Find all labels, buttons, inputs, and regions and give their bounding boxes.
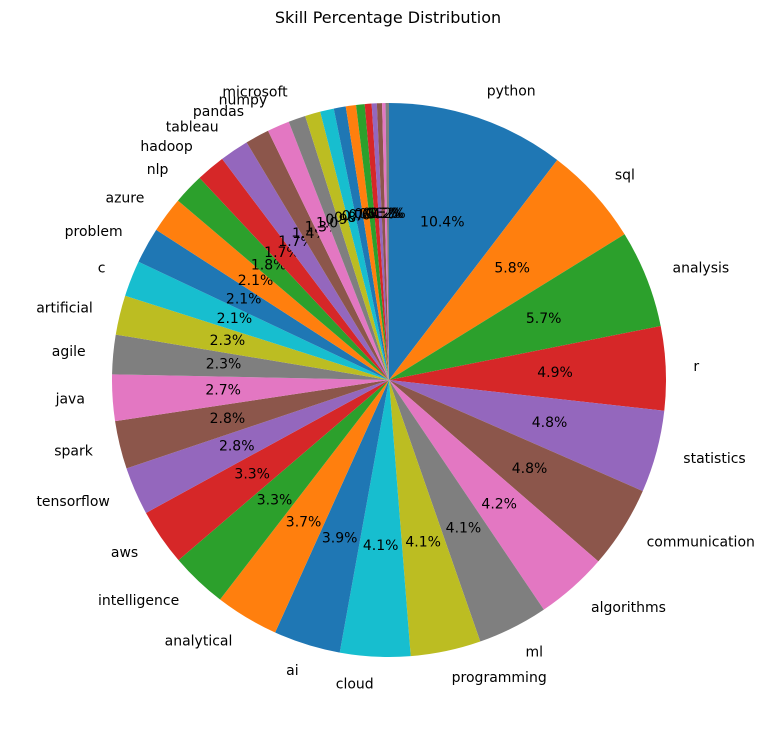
slice-category-label: tensorflow bbox=[36, 494, 109, 510]
slice-percent-label: 0.3% bbox=[365, 206, 401, 222]
chart-title: Skill Percentage Distribution bbox=[274, 8, 502, 27]
pie-slice bbox=[138, 229, 389, 380]
pie-slice bbox=[112, 334, 390, 380]
slice-category-label: analytical bbox=[165, 633, 233, 649]
slice-category-label: cloud bbox=[336, 676, 374, 692]
slice-percent-label: 4.2% bbox=[481, 496, 517, 512]
pie-slice bbox=[199, 158, 389, 380]
slice-category-label: aws bbox=[111, 545, 138, 561]
slice-percent-label: 4.8% bbox=[512, 461, 548, 477]
pie-slice bbox=[178, 380, 389, 600]
pie-slice bbox=[389, 326, 666, 411]
pie-slice bbox=[371, 103, 389, 381]
slice-category-label: c bbox=[98, 260, 106, 276]
slice-percent-label: 2.8% bbox=[210, 411, 246, 427]
slice-percent-label: 5.8% bbox=[494, 260, 530, 276]
pie-slice bbox=[145, 380, 389, 561]
slice-category-label: intelligence bbox=[98, 593, 179, 609]
pie-slice bbox=[126, 380, 389, 513]
pie-slice bbox=[382, 103, 389, 381]
slice-percent-label: 2.1% bbox=[226, 291, 262, 307]
slice-category-label: sql bbox=[615, 167, 635, 183]
pie-slice bbox=[389, 380, 599, 610]
pie-slice bbox=[356, 104, 389, 381]
slice-category-label: pandas bbox=[193, 104, 244, 120]
slice-category-label: python bbox=[487, 83, 536, 99]
slice-percent-label: 2.3% bbox=[206, 357, 242, 373]
slice-percent-label: 4.9% bbox=[537, 365, 573, 381]
slice-percent-label: 3.9% bbox=[322, 531, 358, 547]
slice-category-label: programming bbox=[452, 670, 547, 686]
pie-slice bbox=[275, 380, 389, 653]
slice-category-label: microsoft bbox=[222, 85, 288, 101]
slice-percent-label: 2.3% bbox=[210, 333, 246, 349]
pie-slice bbox=[389, 234, 661, 380]
slice-percent-label: 0.3% bbox=[362, 206, 398, 222]
slice-percent-label: 0.2% bbox=[368, 206, 404, 222]
slice-category-label: ai bbox=[286, 663, 298, 679]
pie-slice bbox=[389, 103, 558, 380]
slice-percent-label: 4.8% bbox=[532, 415, 568, 431]
pie-slice bbox=[364, 103, 389, 380]
pie-slice bbox=[376, 103, 389, 380]
pie-slice bbox=[320, 108, 389, 381]
pie-slice bbox=[389, 159, 625, 380]
pie-slice bbox=[288, 115, 389, 381]
slice-percent-label: 4.1% bbox=[405, 535, 441, 551]
slice-percent-label: 2.7% bbox=[205, 383, 241, 399]
slice-category-label: communication bbox=[647, 535, 755, 551]
pie-slice bbox=[339, 380, 411, 658]
pie-slice bbox=[333, 106, 389, 380]
slice-percent-label: 2.1% bbox=[217, 311, 253, 327]
slice-category-label: azure bbox=[105, 190, 144, 206]
slice-category-label: problem bbox=[65, 224, 123, 240]
slice-percent-label: 3.3% bbox=[234, 466, 270, 482]
pie-slice bbox=[222, 142, 389, 380]
pie-slice bbox=[389, 380, 665, 492]
slice-percent-label: 2.1% bbox=[238, 273, 274, 289]
pie-slice bbox=[345, 104, 389, 380]
slice-percent-label: 1.8% bbox=[251, 257, 287, 273]
pie-slice bbox=[156, 200, 389, 380]
slice-category-label: hadoop bbox=[140, 139, 192, 155]
pie-slice bbox=[385, 103, 389, 380]
slice-percent-label: 3.3% bbox=[257, 493, 293, 509]
pie-slice bbox=[268, 121, 389, 380]
slice-category-label: agile bbox=[52, 344, 86, 360]
pie-slice bbox=[115, 295, 390, 380]
slice-category-label: tableau bbox=[166, 119, 219, 135]
slice-category-label: r bbox=[693, 359, 699, 375]
slice-percent-label: 0.2% bbox=[370, 206, 406, 222]
slice-category-label: nlp bbox=[147, 162, 169, 178]
slice-category-label: artificial bbox=[36, 300, 93, 316]
slice-category-label: statistics bbox=[683, 451, 745, 467]
slice-category-label: ml bbox=[525, 644, 543, 660]
pie-slice bbox=[389, 380, 643, 562]
slice-percent-label: 10.4% bbox=[420, 215, 464, 231]
slice-category-label: spark bbox=[54, 444, 94, 460]
pie-slice bbox=[177, 177, 389, 380]
pie-slice bbox=[389, 380, 544, 642]
slice-percent-label: 4.1% bbox=[446, 521, 482, 537]
slice-percent-label: 5.7% bbox=[526, 311, 562, 327]
slice-category-label: numpy bbox=[219, 93, 268, 109]
pie-slice bbox=[111, 374, 389, 422]
slice-category-label: algorithms bbox=[591, 600, 666, 616]
pie-slice bbox=[125, 261, 390, 380]
pie-slice bbox=[220, 380, 389, 633]
pie-slice bbox=[115, 380, 390, 469]
slice-category-label: java bbox=[55, 392, 85, 408]
pie-slice bbox=[305, 111, 389, 380]
slice-category-label: analysis bbox=[673, 260, 730, 276]
slice-percent-label: 2.8% bbox=[219, 439, 255, 455]
slice-percent-label: 3.7% bbox=[286, 515, 322, 531]
pie-slice bbox=[246, 130, 389, 380]
slice-percent-label: 4.1% bbox=[363, 538, 399, 554]
pie-slice bbox=[389, 380, 481, 657]
